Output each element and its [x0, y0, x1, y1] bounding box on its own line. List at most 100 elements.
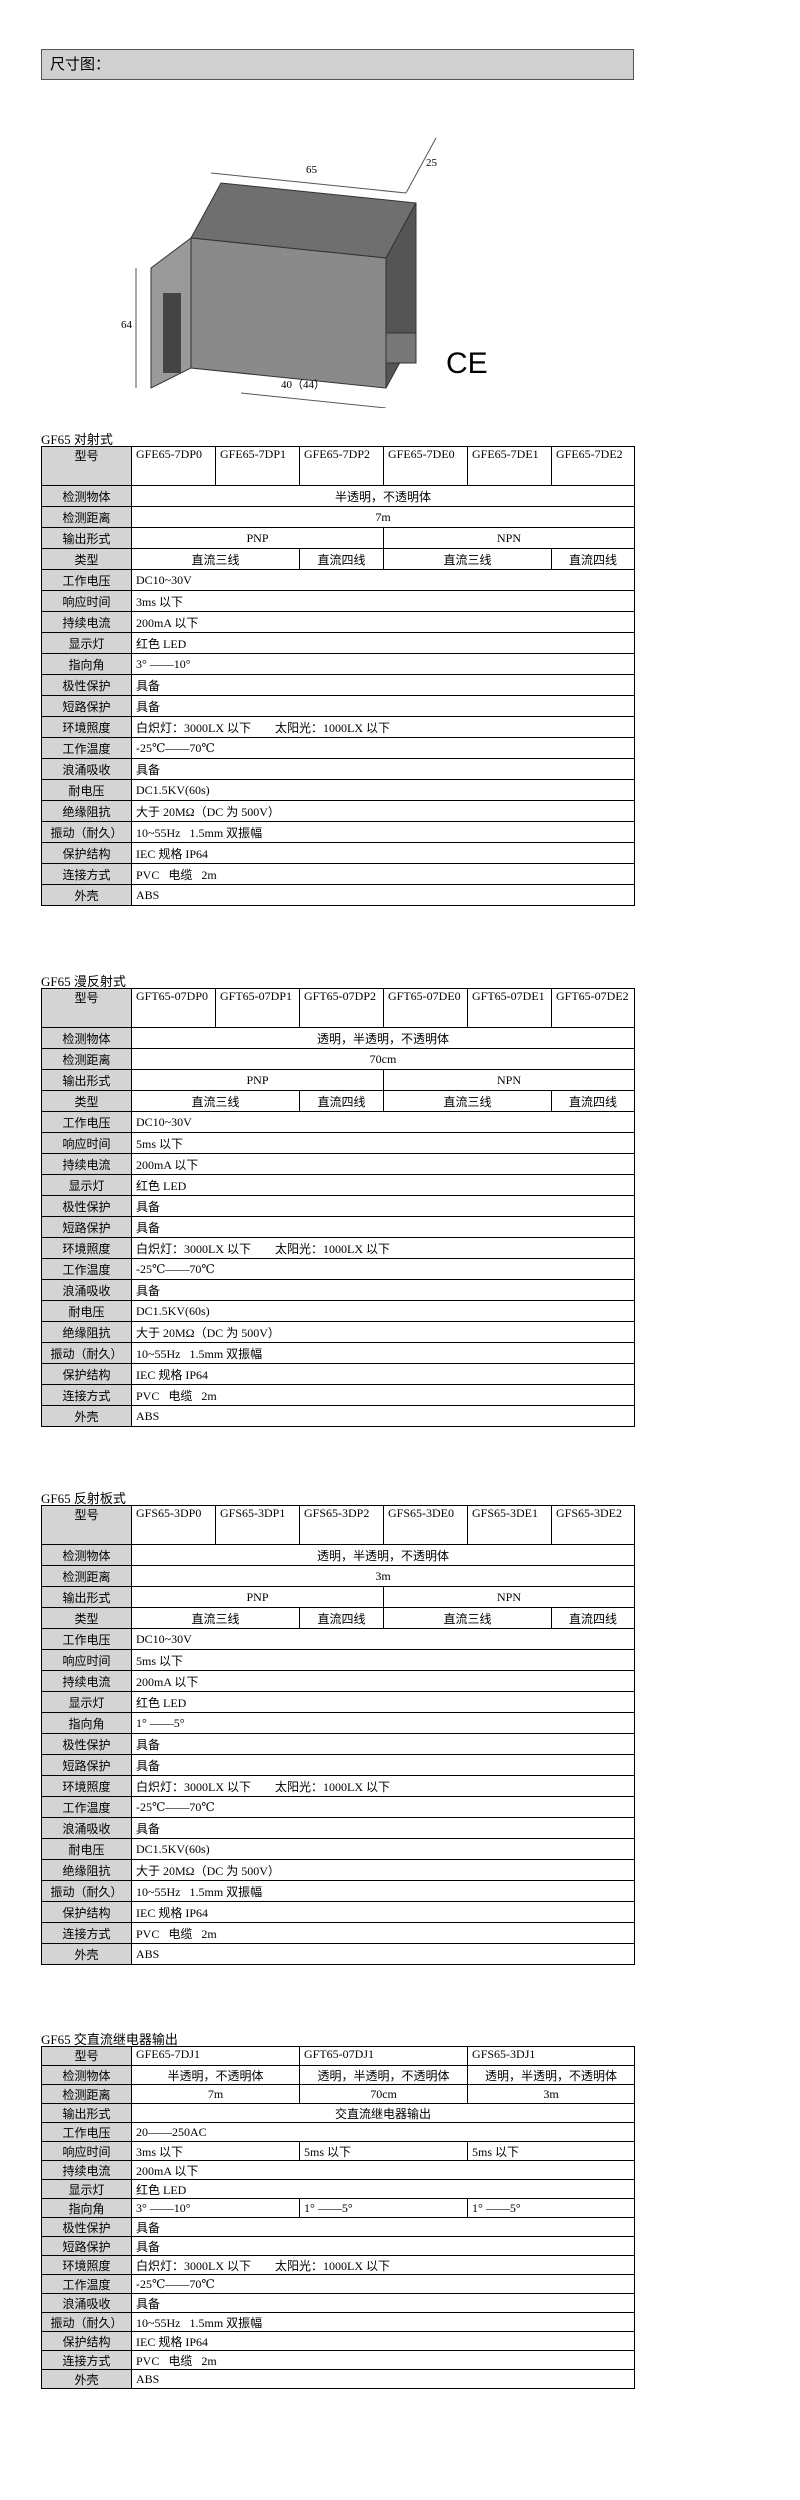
- value-cell: 直流四线: [299, 548, 384, 570]
- spec-section: GF65 对射式 型号 GFE65-7DP0 GFE65-7DP1 GFE65-7DP2…: [41, 429, 635, 906]
- row-label: 输出形式: [41, 527, 132, 549]
- row-label: 振动（耐久）: [41, 821, 132, 843]
- row-label: 输出形式: [41, 2103, 132, 2123]
- value-cell: PNP: [131, 1586, 384, 1608]
- value-cell: DC10~30V: [131, 1111, 635, 1133]
- spec-row: 外壳 ABS: [41, 1405, 635, 1427]
- row-label: 连接方式: [41, 1922, 132, 1944]
- spec-row: 类型 直流三线 直流四线 直流三线 直流四线: [41, 548, 635, 570]
- value-cell: 红色 LED: [131, 1691, 635, 1713]
- spec-row: 持续电流 200mA 以下: [41, 611, 635, 633]
- value-cell: 3° ——10°: [131, 653, 635, 675]
- value-cell: 具备: [131, 1195, 635, 1217]
- spec-row: 外壳 ABS: [41, 2369, 636, 2389]
- spec-row: 输出形式 PNP NPN: [41, 1069, 635, 1091]
- value-cell: 具备: [131, 1216, 635, 1238]
- model-cell: GFS65-3DE1: [467, 1505, 552, 1545]
- spec-row: 绝缘阻抗 大于 20MΩ（DC 为 500V）: [41, 1859, 635, 1881]
- value-cell: 具备: [131, 674, 635, 696]
- spec-row: 工作温度 -25℃——70℃: [41, 1796, 635, 1818]
- row-label: 显示灯: [41, 632, 132, 654]
- value-cell: 具备: [131, 1754, 635, 1776]
- spec-row: 浪涌吸收 具备: [41, 758, 635, 780]
- row-label: 响应时间: [41, 2141, 132, 2161]
- row-label: 检测距离: [41, 506, 132, 528]
- spec-row: 连接方式 PVC 电缆 2m: [41, 1384, 635, 1406]
- spec-table: 型号 GFS65-3DP0 GFS65-3DP1 GFS65-3DP2 GFS65-3D…: [41, 1505, 635, 1965]
- spec-row: 检测距离 7m: [41, 506, 635, 528]
- spec-row: 工作温度 -25℃——70℃: [41, 737, 635, 759]
- row-label: 环境照度: [41, 716, 132, 738]
- model-cell: GFT65-07DE1: [467, 988, 552, 1028]
- row-label: 显示灯: [41, 2179, 132, 2199]
- value-cell: 红色 LED: [130, 2179, 636, 2199]
- spec-row: 工作电压 20——250AC: [41, 2122, 636, 2142]
- value-cell: 5ms 以下: [299, 2141, 469, 2161]
- row-label: 浪涌吸收: [41, 1817, 132, 1839]
- value-cell: 直流四线: [551, 1090, 635, 1112]
- value-cell: DC10~30V: [131, 569, 635, 591]
- model-cell: GFE65-7DP2: [299, 446, 384, 486]
- spec-row: 环境照度 白炽灯：3000LX 以下 太阳光：1000LX 以下: [41, 1775, 635, 1797]
- spec-row: 类型 直流三线 直流四线 直流三线 直流四线: [41, 1090, 635, 1112]
- spec-row: 持续电流 200mA 以下: [41, 2160, 636, 2180]
- value-cell: 透明，半透明，不透明体: [299, 2065, 469, 2085]
- spec-row: 检测物体 透明，半透明，不透明体: [41, 1027, 635, 1049]
- value-cell: 10~55Hz 1.5mm 双振幅: [131, 1342, 635, 1364]
- spec-row: 显示灯 红色 LED: [41, 1691, 635, 1713]
- row-label: 连接方式: [41, 863, 132, 885]
- spec-row: 短路保护 具备: [41, 1216, 635, 1238]
- value-cell: 红色 LED: [131, 1174, 635, 1196]
- spec-section: GF65 漫反射式 型号 GFT65-07DP0 GFT65-07DP1 GFT65-0…: [41, 971, 635, 1427]
- value-cell: 半透明，不透明体: [131, 485, 635, 507]
- dim-line: [405, 137, 437, 194]
- value-cell: 1° ——5°: [467, 2198, 636, 2218]
- spec-row: 类型 直流三线 直流四线 直流三线 直流四线: [41, 1607, 635, 1629]
- row-label: 极性保护: [41, 2217, 132, 2237]
- spec-row: 振动（耐久） 10~55Hz 1.5mm 双振幅: [41, 821, 635, 843]
- value-cell: 具备: [130, 2293, 636, 2313]
- product-figure: 65 25 64 40（44） CE: [121, 137, 488, 408]
- value-cell: DC1.5KV(60s): [131, 1300, 635, 1322]
- value-cell: 直流四线: [551, 548, 635, 570]
- row-label: 指向角: [41, 1712, 132, 1734]
- model-cell: GFT65-07DP1: [215, 988, 300, 1028]
- spec-row: 环境照度 白炽灯：3000LX 以下 太阳光：1000LX 以下: [41, 716, 635, 738]
- dim-label: 25: [426, 157, 438, 169]
- dim-label: 64: [121, 319, 133, 331]
- spec-row: 振动（耐久） 10~55Hz 1.5mm 双振幅: [41, 1880, 635, 1902]
- row-label: 工作电压: [41, 2122, 132, 2142]
- value-cell: PVC 电缆 2m: [131, 1384, 635, 1406]
- spec-row: 检测距离 3m: [41, 1565, 635, 1587]
- value-cell: -25℃——70℃: [131, 1258, 635, 1280]
- ce-mark: CE: [446, 347, 488, 380]
- row-label: 检测物体: [41, 1544, 132, 1566]
- spec-row: 持续电流 200mA 以下: [41, 1153, 635, 1175]
- value-cell: 大于 20MΩ（DC 为 500V）: [131, 1321, 635, 1343]
- row-label: 持续电流: [41, 1670, 132, 1692]
- row-label: 工作温度: [41, 1796, 132, 1818]
- spec-row: 响应时间 5ms 以下: [41, 1132, 635, 1154]
- value-cell: 直流三线: [131, 1607, 300, 1629]
- value-cell: 20——250AC: [130, 2122, 636, 2142]
- value-cell: 直流三线: [383, 548, 552, 570]
- spec-row: 显示灯 红色 LED: [41, 2179, 636, 2199]
- spec-row: 绝缘阻抗 大于 20MΩ（DC 为 500V）: [41, 800, 635, 822]
- row-label: 型号: [41, 2046, 132, 2066]
- row-label: 保护结构: [41, 1901, 132, 1923]
- section-title: GF65 交直流继电器输出: [41, 2032, 178, 2047]
- value-cell: 200mA 以下: [131, 611, 635, 633]
- value-cell: 1° ——5°: [131, 1712, 635, 1734]
- value-cell: 直流三线: [131, 548, 300, 570]
- spec-row: 保护结构 IEC 规格 IP64: [41, 1901, 635, 1923]
- spec-section: GF65 反射板式 型号 GFS65-3DP0 GFS65-3DP1 GFS65-3DP…: [41, 1488, 635, 1965]
- value-cell: IEC 规格 IP64: [131, 842, 635, 864]
- model-cell: GFE65-7DE1: [467, 446, 552, 486]
- value-cell: 5ms 以下: [131, 1132, 635, 1154]
- spec-row: 耐电压 DC1.5KV(60s): [41, 1300, 635, 1322]
- value-cell: IEC 规格 IP64: [131, 1901, 635, 1923]
- row-label: 耐电压: [41, 1838, 132, 1860]
- row-label: 浪涌吸收: [41, 2293, 132, 2313]
- spec-row: 响应时间 3ms 以下 5ms 以下 5ms 以下: [41, 2141, 636, 2161]
- spec-row: 浪涌吸收 具备: [41, 1817, 635, 1839]
